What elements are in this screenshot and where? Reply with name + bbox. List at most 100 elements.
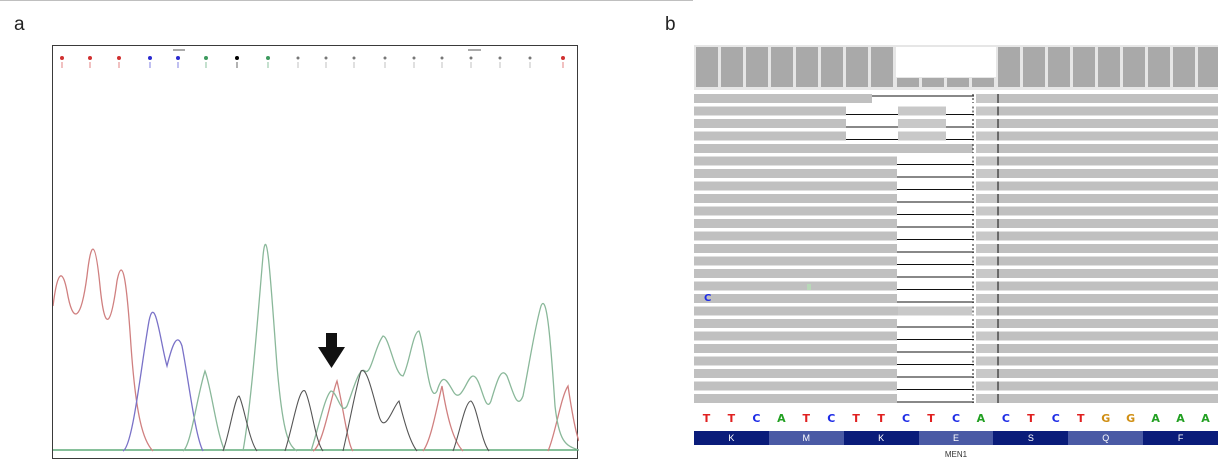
panel-b-label: b <box>665 14 676 35</box>
read-segment <box>998 356 1218 366</box>
read-segment <box>694 394 897 403</box>
read-segment <box>976 94 998 103</box>
reference-base: T <box>877 412 885 425</box>
read-segment <box>998 281 1218 291</box>
read-segment <box>976 306 998 316</box>
read-segment <box>976 231 998 241</box>
read-segment <box>998 231 1218 241</box>
read-segment <box>694 281 897 291</box>
read-segment <box>998 169 1218 178</box>
read-segment <box>998 294 1218 303</box>
reference-base: C <box>902 412 911 425</box>
read-segment <box>976 194 998 203</box>
read-segment <box>976 381 998 391</box>
reference-base: T <box>727 412 736 425</box>
read-segment <box>976 181 998 191</box>
read-segment <box>694 156 897 166</box>
read-segment <box>998 319 1218 328</box>
read-segment <box>976 169 998 178</box>
read-segment <box>694 194 897 203</box>
read-segment <box>694 206 897 216</box>
trace-g-black <box>222 370 490 452</box>
down-arrow-icon <box>318 333 345 368</box>
read-segment <box>694 306 898 316</box>
panel-a-label: a <box>14 14 25 35</box>
read-segment <box>694 344 897 353</box>
read-segment <box>976 219 998 228</box>
reference-base: T <box>1027 412 1035 425</box>
read-segment <box>976 119 998 128</box>
read-segment <box>976 106 998 116</box>
reference-base: A <box>1201 412 1210 425</box>
read-segment <box>998 119 1218 128</box>
mismatch-mark <box>807 284 811 290</box>
reference-base: C <box>1051 412 1060 425</box>
read-segment <box>976 144 998 153</box>
amino-acid: K <box>843 431 919 445</box>
read-segment <box>976 344 998 353</box>
read-segment <box>998 256 1218 266</box>
read-segment <box>998 144 1218 153</box>
read-segment <box>998 306 1218 316</box>
read-segment <box>694 219 897 228</box>
coverage-track <box>694 45 1218 90</box>
read-segment <box>694 369 897 378</box>
reference-base: T <box>1076 412 1085 425</box>
read-mismatch-base: C <box>704 293 712 304</box>
read-segment <box>976 394 998 403</box>
read-segment <box>998 219 1218 228</box>
read-segment <box>998 394 1218 403</box>
read-segment <box>694 144 973 153</box>
read-segment <box>998 269 1218 278</box>
reference-base: G <box>1101 412 1111 425</box>
read-segment <box>998 94 1218 103</box>
read-segment <box>976 281 998 291</box>
trace-c-blue <box>122 311 204 452</box>
reference-base: T <box>927 412 935 425</box>
read-segment <box>898 131 946 141</box>
read-segment <box>694 269 897 278</box>
reference-base: C <box>827 412 836 425</box>
amino-acid: Q <box>1068 431 1144 445</box>
reference-base: T <box>852 412 860 425</box>
reference-base: A <box>1176 412 1185 425</box>
reference-base: C <box>752 412 761 425</box>
read-segment <box>998 344 1218 353</box>
read-segment <box>694 331 897 341</box>
read-segment <box>976 356 998 366</box>
reference-base: A <box>1151 412 1160 425</box>
read-segment <box>976 156 998 166</box>
read-segment <box>998 244 1218 253</box>
sanger-chromatogram <box>52 45 579 459</box>
read-segment <box>694 169 897 178</box>
reference-base: T <box>702 412 711 425</box>
trace-t-red <box>53 248 579 452</box>
amino-acid: F <box>1143 431 1218 445</box>
read-segment <box>976 269 998 278</box>
read-segment <box>976 294 998 303</box>
read-segment <box>976 369 998 378</box>
read-segment <box>998 131 1218 141</box>
read-segment <box>998 331 1218 341</box>
read-segment <box>898 106 946 116</box>
read-segment <box>694 119 846 128</box>
reference-base: A <box>976 412 986 425</box>
read-segment <box>694 319 897 328</box>
read-segment <box>998 206 1218 216</box>
read-segment <box>694 131 846 141</box>
read-segment <box>998 106 1218 116</box>
gene-label: MEN1 <box>944 450 968 459</box>
read-segment <box>694 356 897 366</box>
reference-base: C <box>1001 412 1010 425</box>
amino-acid: K <box>694 431 769 445</box>
read-segment <box>898 306 972 316</box>
amino-acid: S <box>993 431 1069 445</box>
read-segment <box>998 181 1218 191</box>
amino-acid: M <box>768 431 844 445</box>
read-segment <box>976 256 998 266</box>
read-segment <box>694 256 897 266</box>
read-segment <box>694 181 897 191</box>
reference-base: G <box>1126 412 1136 425</box>
read-segment <box>998 194 1218 203</box>
